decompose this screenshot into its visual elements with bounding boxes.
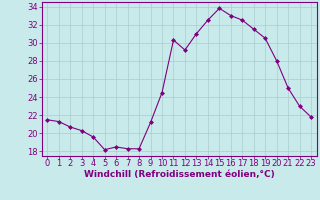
X-axis label: Windchill (Refroidissement éolien,°C): Windchill (Refroidissement éolien,°C) bbox=[84, 170, 275, 179]
